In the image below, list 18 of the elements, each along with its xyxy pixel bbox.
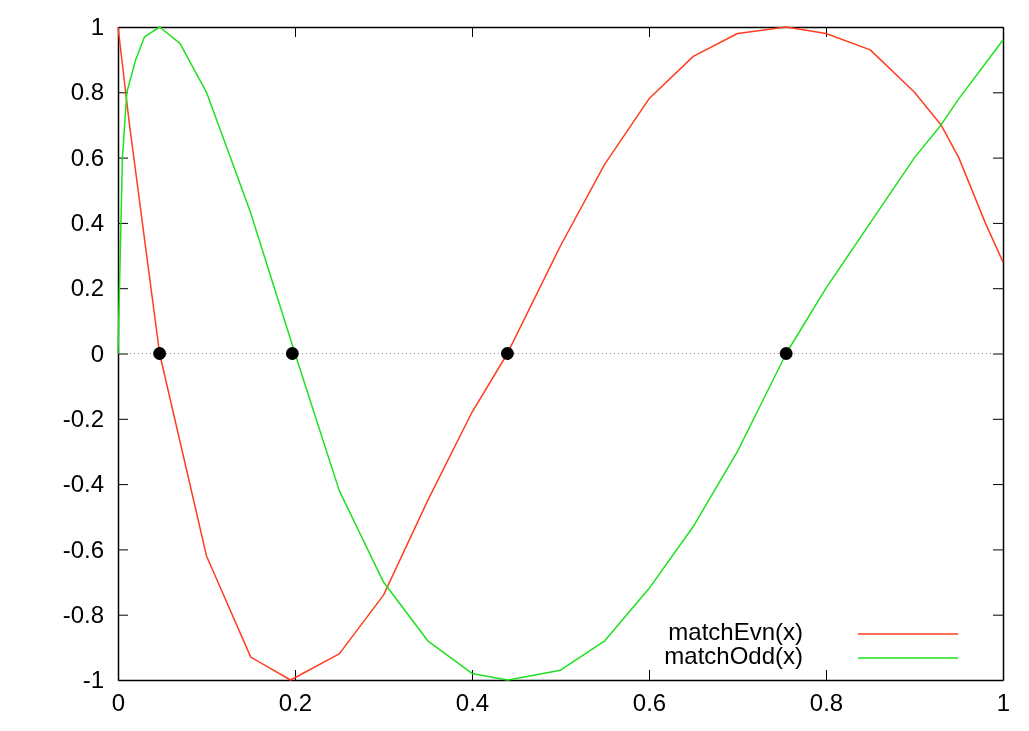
y-tick-label: -0.6 [62,535,104,563]
x-tick-label: 0.6 [632,689,667,717]
x-tick-label: 0 [111,689,126,717]
y-tick-label: 1 [90,13,104,41]
y-tick-label: 0.6 [70,143,104,171]
y-tick-label: -0.8 [62,600,104,628]
x-tick-label: 1 [996,689,1011,717]
legend-label: matchEvn(x) [668,618,803,646]
x-tick-label: 0.4 [455,689,490,717]
y-tick-label: -1 [82,666,104,694]
y-tick-label: 0.4 [70,209,104,237]
x-tick-label: 0.8 [809,689,844,717]
y-tick-label: 0 [90,339,104,367]
y-tick-label: 0.8 [70,78,104,106]
y-tick-label: -0.2 [62,404,104,432]
x-tick-label: 0.2 [278,689,313,717]
y-tick-label: 0.2 [70,274,104,302]
y-tick-label: -0.4 [62,470,104,498]
